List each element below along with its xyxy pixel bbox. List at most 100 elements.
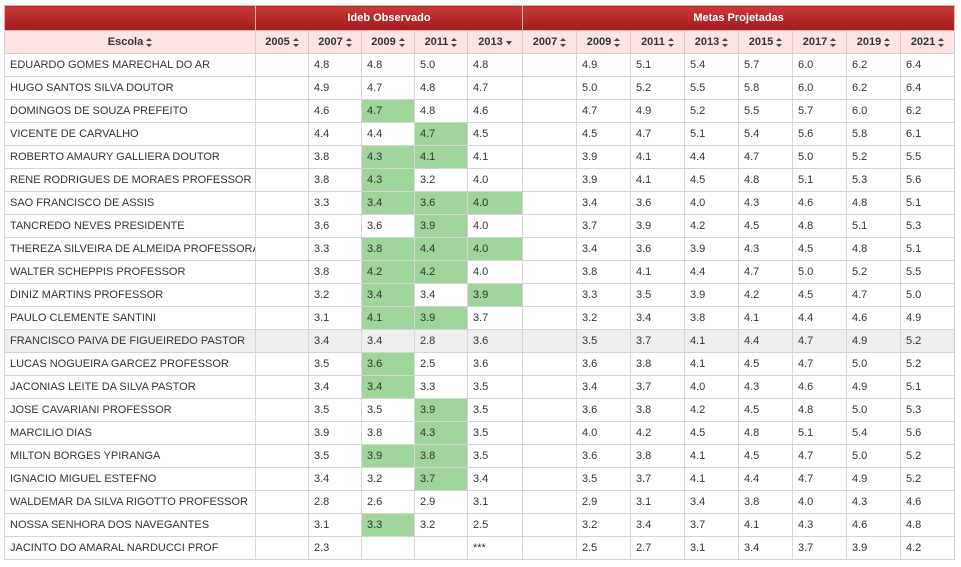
observed-score: 4.7 [361,76,415,100]
observed-score: 3.4 [414,283,468,307]
column-header[interactable]: 2015 [738,30,793,54]
projected-target: 3.4 [738,536,793,560]
projected-target: 5.4 [684,53,739,77]
observed-score [255,490,309,514]
observed-score: 3.9 [308,421,362,445]
school-name: EDUARDO GOMES MARECHAL DO AR [4,53,256,77]
projected-target: 3.1 [630,490,685,514]
ideb-table: Ideb Observado Metas Projetadas Escola 2005… [4,5,956,560]
observed-score [414,536,468,560]
observed-score [255,191,309,215]
projected-target: 4.9 [846,467,901,491]
column-header[interactable]: 2009 [361,30,415,54]
school-name: TANCREDO NEVES PRESIDENTE [4,214,256,238]
column-header[interactable]: 2013 [684,30,739,54]
observed-score: 3.8 [361,421,415,445]
observed-score: 3.8 [308,260,362,284]
column-header[interactable]: 2019 [846,30,901,54]
observed-score: 4.0 [467,237,523,261]
group-header: Metas Projetadas [521,5,956,31]
school-row: RENE RODRIGUES DE MORAES PROFESSOR 3.8 4.3… [4,168,956,192]
sort-icon [398,37,405,47]
projected-target: 3.4 [630,306,685,330]
school-name: HUGO SANTOS SILVA DOUTOR [4,76,256,100]
observed-score: 3.5 [467,375,523,399]
school-row: JOSE CAVARIANI PROFESSOR 3.5 3.5 3.9 3.5 3.6 3… [4,398,956,422]
observed-score: 4.1 [414,145,468,169]
observed-score: 4.1 [361,306,415,330]
projected-target: 4.1 [684,467,739,491]
projected-target: 5.0 [792,145,847,169]
column-header[interactable]: 2009 [576,30,631,54]
projected-target: 4.6 [792,375,847,399]
column-header-label: 2013 [478,36,503,48]
observed-score [255,122,309,146]
projected-target: 5.1 [899,191,956,215]
observed-score [255,283,309,307]
projected-target: 4.2 [738,283,793,307]
observed-score: 4.4 [361,122,415,146]
projected-target: 5.4 [738,122,793,146]
column-header[interactable]: 2013 [467,30,523,54]
column-header[interactable]: 2007 [308,30,362,54]
column-header-label: 2013 [694,36,720,48]
observed-score: 3.1 [467,490,523,514]
column-header[interactable]: 2005 [255,30,309,54]
observed-score: 4.7 [414,122,468,146]
observed-score [255,145,309,169]
school-row: WALDEMAR DA SILVA RIGOTTO PROFESSOR 2.8 2.… [4,490,956,514]
projected-target: 4.4 [684,145,739,169]
column-header[interactable]: 2017 [792,30,847,54]
column-header-label: 2005 [265,36,290,48]
school-row: DINIZ MARTINS PROFESSOR 3.2 3.4 3.4 3.9 3.3 3.… [4,283,956,307]
column-header-label: 2011 [424,36,449,48]
observed-score: 3.9 [414,214,468,238]
projected-target: 4.5 [792,283,847,307]
projected-target: 2.7 [630,536,685,560]
observed-score [255,352,309,376]
observed-score: 4.8 [414,99,468,123]
observed-score: 4.7 [467,76,523,100]
projected-target: 3.7 [630,375,685,399]
observed-score: 3.6 [467,329,523,353]
projected-target: 3.5 [576,467,631,491]
observed-score: 4.4 [414,237,468,261]
projected-target: 3.7 [684,513,739,537]
projected-target: 3.9 [684,283,739,307]
projected-target: 4.5 [684,421,739,445]
projected-target: 3.3 [576,283,631,307]
observed-score: 4.6 [467,99,523,123]
column-header-label: 2019 [856,36,882,48]
projected-target: 5.0 [846,444,901,468]
observed-score: 4.2 [414,260,468,284]
observed-score: 2.9 [414,490,468,514]
projected-target: 5.1 [630,53,685,77]
projected-target: 6.4 [899,53,956,77]
school-name: DINIZ MARTINS PROFESSOR [4,283,256,307]
column-header[interactable]: 2011 [414,30,468,54]
column-header[interactable]: 2011 [630,30,685,54]
observed-score: 3.9 [414,306,468,330]
column-header[interactable]: Escola [4,30,256,54]
projected-target: 4.1 [738,306,793,330]
sort-icon [938,37,945,47]
projected-target: 3.6 [630,237,685,261]
projected-target: 4.4 [792,306,847,330]
sort-icon [884,37,891,47]
column-header[interactable]: 2007 [522,30,577,54]
observed-score: *** [467,536,523,560]
observed-score: 4.0 [467,191,523,215]
projected-target: 6.2 [846,76,901,100]
school-row: TANCREDO NEVES PRESIDENTE 3.6 3.6 3.9 4.0 3.7… [4,214,956,238]
projected-target: 5.8 [738,76,793,100]
observed-score: 4.8 [361,53,415,77]
projected-target: 5.2 [899,352,956,376]
column-header[interactable]: 2021 [899,30,956,54]
projected-target: 4.5 [738,352,793,376]
projected-target: 4.1 [630,260,685,284]
observed-score: 3.6 [361,352,415,376]
observed-score [255,398,309,422]
school-name: THEREZA SILVEIRA DE ALMEIDA PROFESSORA [4,237,256,261]
projected-target: 3.8 [630,444,685,468]
observed-score: 3.2 [414,168,468,192]
